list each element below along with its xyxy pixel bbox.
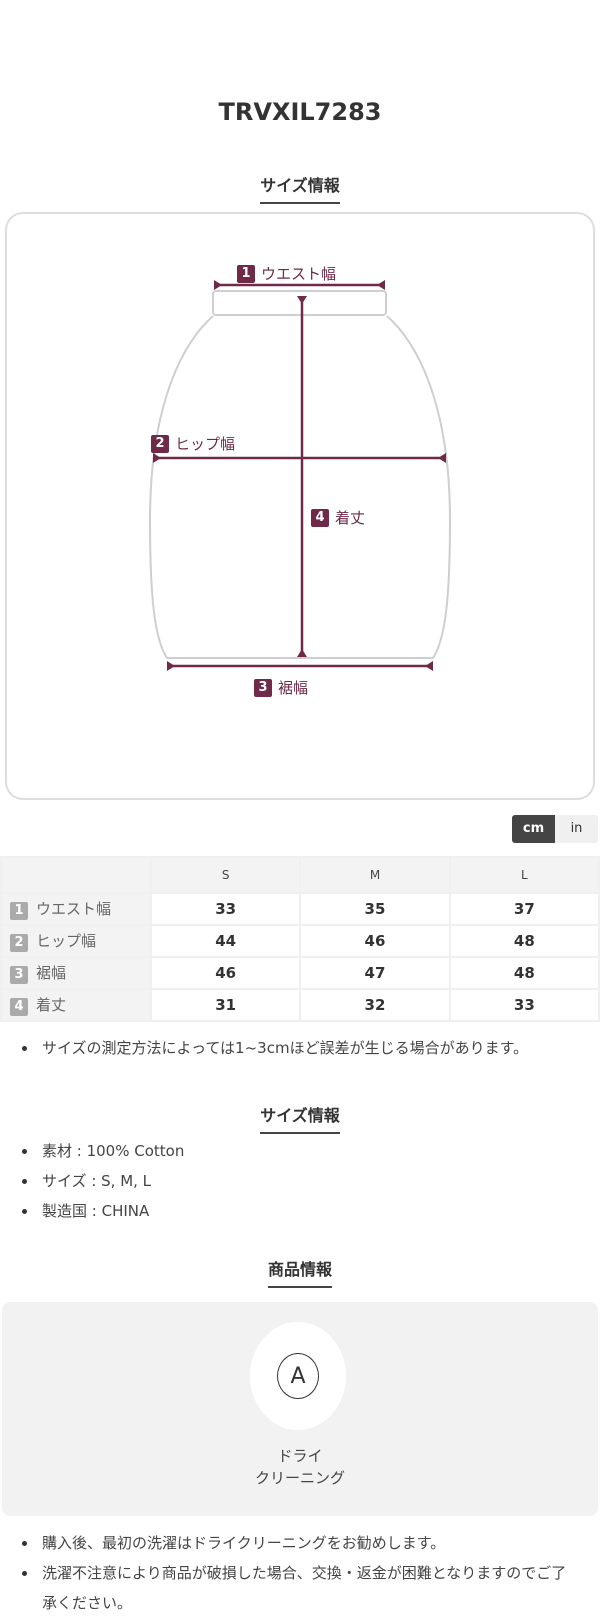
care-note: 洗濯不注意により商品が破損した場合、交換・返金が困難となりますのでご了承ください… (0, 1558, 590, 1618)
table-row: 1 ウエスト幅 33 35 37 (0, 892, 600, 926)
unit-cm-button[interactable]: cm (512, 815, 555, 843)
spec-item: 製造国 : CHINA (0, 1196, 600, 1226)
care-notes: 購入後、最初の洗濯はドライクリーニングをお勧めします。 洗濯不注意により商品が破… (0, 1528, 590, 1618)
spec-list: 素材 : 100% Cotton サイズ : S, M, L 製造国 : CHI… (0, 1136, 600, 1226)
table-row: 4 着丈 31 32 33 (0, 988, 600, 1022)
waistband-outline (212, 290, 387, 316)
care-note: 購入後、最初の洗濯はドライクリーニングをお勧めします。 (0, 1528, 590, 1558)
size-heading-text: サイズ情報 (260, 172, 340, 204)
product-code: TRVXIL7283 (218, 98, 382, 126)
column-header: L (448, 856, 600, 894)
spec-item: サイズ : S, M, L (0, 1166, 600, 1196)
label-hip: 2 ヒップ幅 (151, 433, 235, 454)
size-diagram (5, 212, 595, 800)
size-heading: サイズ情報 (0, 172, 600, 204)
label-hem: 3 裾幅 (254, 677, 308, 698)
unit-toggle[interactable]: cm in (512, 815, 598, 843)
label-waist: 1 ウエスト幅 (237, 263, 336, 284)
label-length: 4 着丈 (311, 507, 365, 528)
dry-clean-icon: A (250, 1322, 346, 1430)
size-table: S M L 1 ウエスト幅 33 35 37 2 ヒップ幅 44 46 48 3 裾幅 46 47 48… (0, 856, 600, 1022)
unit-in-button[interactable]: in (555, 815, 598, 843)
skirt-outline (148, 315, 452, 659)
note-item: サイズの測定方法によっては1~3cmほど誤差が生じる場合があります。 (0, 1033, 600, 1063)
spec-item: 素材 : 100% Cotton (0, 1136, 600, 1166)
skirt-illustration (148, 280, 452, 671)
product-heading: 商品情報 (0, 1256, 600, 1288)
table-header: S M L (0, 856, 600, 894)
care-label: ドライ クリーニング (254, 1447, 345, 1487)
measurement-note: サイズの測定方法によっては1~3cmほど誤差が生じる場合があります。 (0, 1033, 600, 1063)
spec-heading: サイズ情報 (0, 1102, 600, 1134)
table-row: 2 ヒップ幅 44 46 48 (0, 924, 600, 958)
column-header: M (299, 856, 451, 894)
table-row: 3 裾幅 46 47 48 (0, 956, 600, 990)
column-header: S (149, 856, 302, 894)
